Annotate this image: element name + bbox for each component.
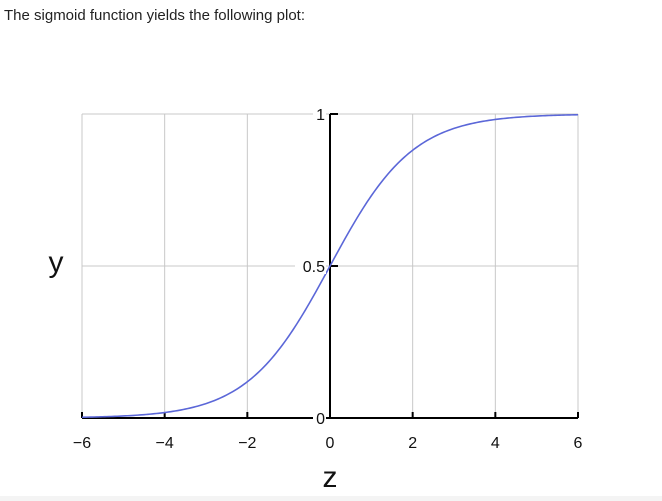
x-tick-label: 4	[491, 435, 500, 452]
y-tick-label-bg	[313, 409, 326, 426]
sigmoid-curve	[81, 113, 579, 419]
x-tick-label: 2	[408, 435, 417, 452]
label-layer: −6 −4 −2 0 2 4 6 0 0.5 1 y z	[49, 105, 583, 494]
y-tick-label-bg	[295, 257, 326, 274]
x-tick-label: −2	[238, 435, 256, 452]
y-tick-label: 1	[316, 107, 325, 124]
y-tick-label-bg	[313, 105, 326, 122]
x-tick-label: 0	[326, 435, 335, 452]
intro-text: The sigmoid function yields the followin…	[4, 7, 305, 24]
y-tick-label: 0.5	[303, 259, 325, 276]
x-tick-label: −6	[73, 435, 91, 452]
x-axis-title: z	[323, 461, 338, 494]
curve-layer	[81, 113, 579, 419]
y-tick-label: 0	[316, 411, 325, 428]
y-axis-title: y	[49, 246, 64, 279]
bottom-strip	[0, 496, 662, 501]
x-tick-label: 6	[574, 435, 583, 452]
x-tick-label: −4	[156, 435, 174, 452]
